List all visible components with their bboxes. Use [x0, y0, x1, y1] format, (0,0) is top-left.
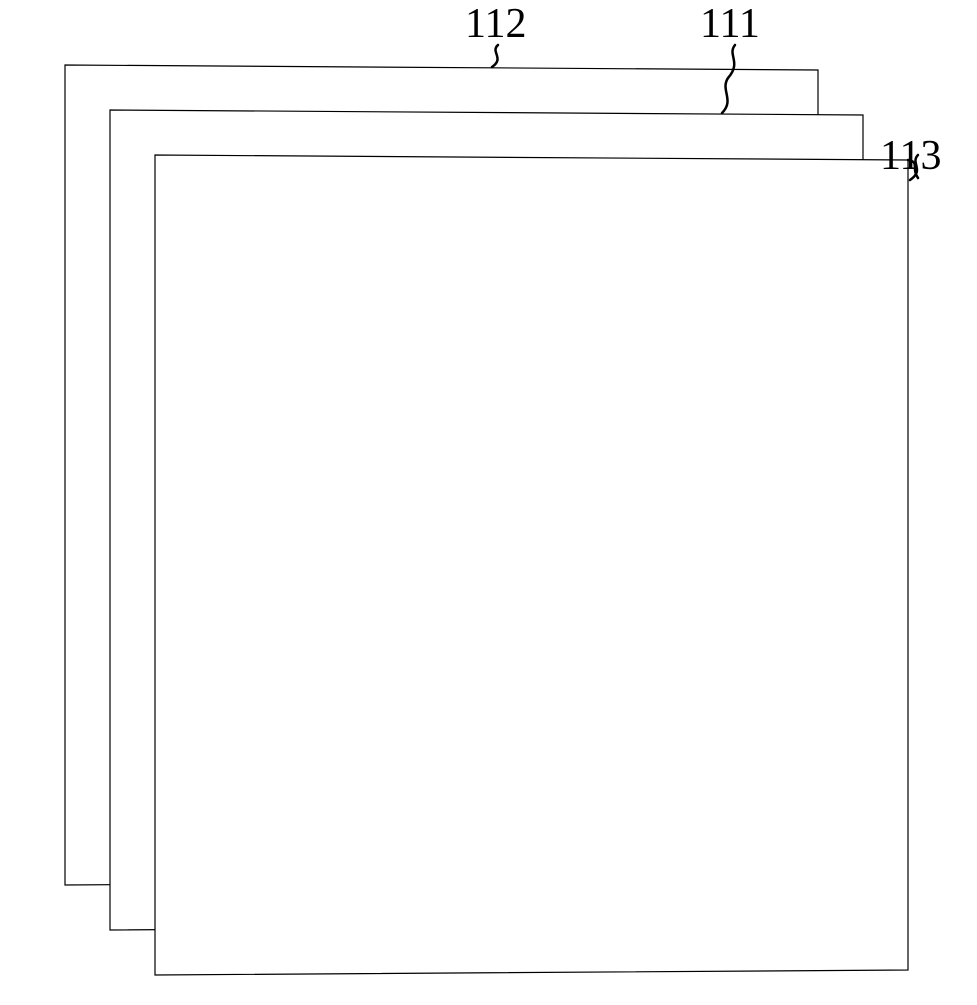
- label-111: 111: [700, 0, 760, 48]
- panel-113: [155, 155, 908, 975]
- leadline-112: [492, 45, 498, 67]
- label-112: 112: [465, 0, 526, 48]
- diagram-svg: [0, 0, 977, 1000]
- diagram-container: 112 111 113: [0, 0, 977, 1000]
- panel-113-shape: [155, 155, 908, 975]
- label-113: 113: [880, 132, 941, 180]
